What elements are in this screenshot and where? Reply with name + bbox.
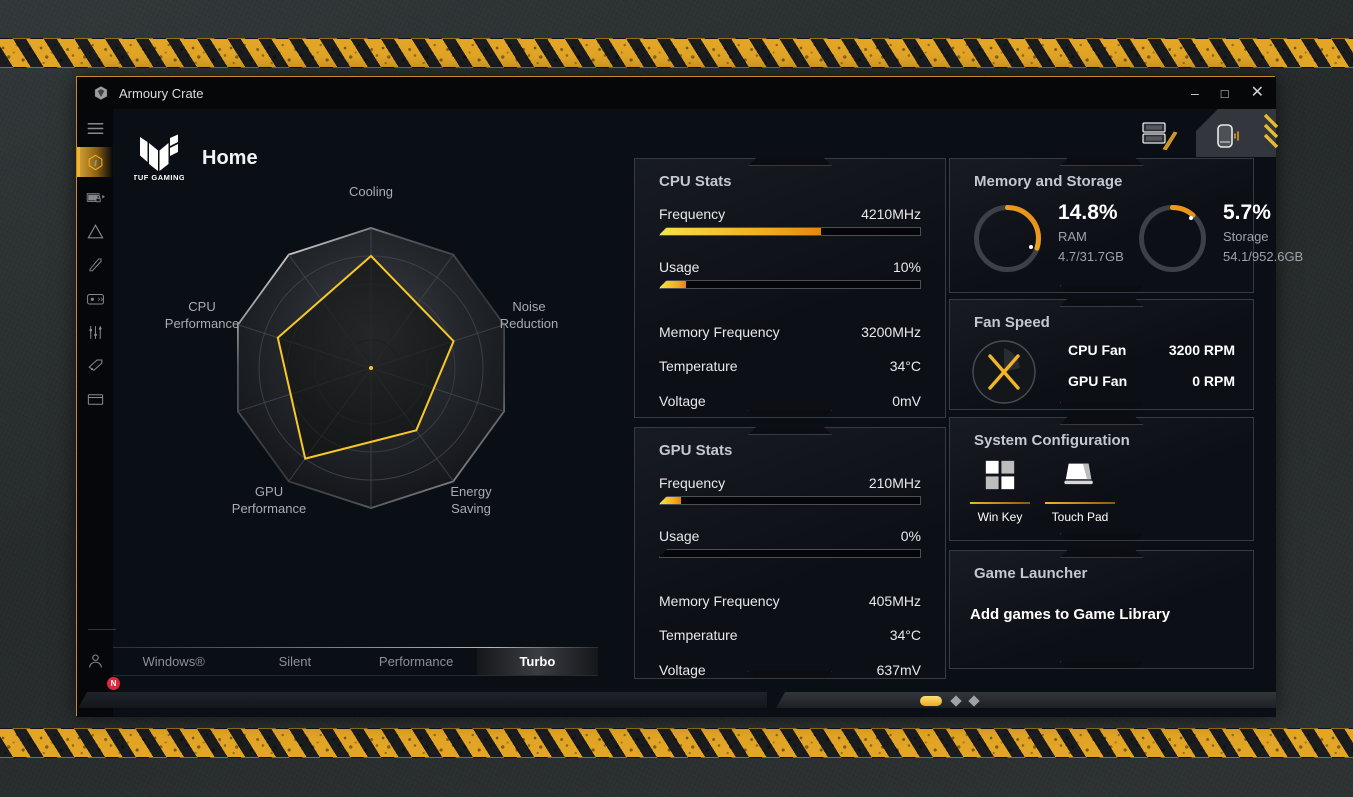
svg-text:CPU: CPU	[188, 299, 215, 314]
svg-text:Reduction: Reduction	[500, 316, 559, 331]
svg-text:Noise: Noise	[512, 299, 545, 314]
svg-text:GPU: GPU	[255, 484, 283, 499]
svg-text:Saving: Saving	[451, 501, 491, 516]
svg-text:Cooling: Cooling	[349, 184, 393, 199]
svg-text:Performance: Performance	[232, 501, 306, 516]
svg-text:i: i	[94, 158, 97, 168]
svg-text:Energy: Energy	[450, 484, 492, 499]
svg-text:Performance: Performance	[165, 316, 239, 331]
